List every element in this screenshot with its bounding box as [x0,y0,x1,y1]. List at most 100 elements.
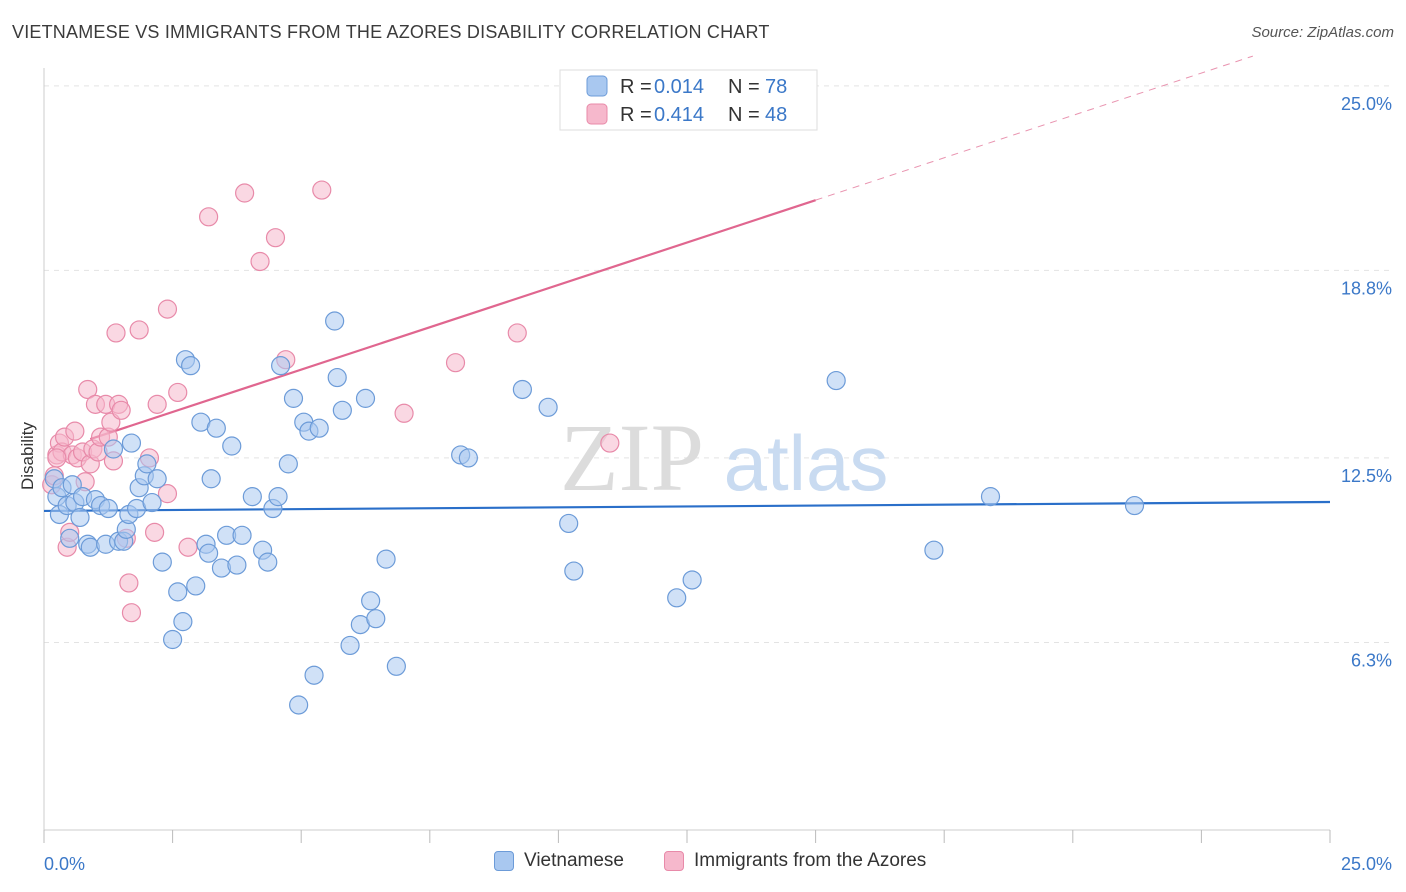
vietnamese-point-77 [924,540,944,560]
vietnamese-point-72 [559,513,579,534]
azores-point-45 [507,323,527,343]
legend-n-label-1: N = [728,76,760,98]
legend-n-value-1: 78 [765,76,787,98]
points-azores [42,180,620,623]
vietnamese-point-28 [152,552,172,572]
vietnamese-point-5 [60,528,80,548]
vietnamese-point-39 [206,418,226,438]
vietnamese-point-38 [201,469,221,489]
azores-point-36 [178,537,198,557]
vietnamese-point-76 [826,370,846,391]
vietnamese-point-73 [564,561,584,581]
trend-line-azores-extension [815,55,1253,201]
vietnamese-point-34 [186,576,206,596]
azores-point-34 [157,299,178,319]
vietnamese-point-56 [304,665,324,685]
azores-point-28 [121,603,142,623]
legend-r-label-1: R = [620,76,652,98]
vietnamese-point-27 [147,469,167,489]
gridlines [44,85,1392,643]
azores-point-27 [119,573,139,593]
azores-point-9 [65,421,85,441]
vietnamese-point-52 [283,388,304,408]
vietnamese-point-50 [271,356,291,376]
vietnamese-point-53 [289,695,309,715]
azores-point-38 [235,183,255,203]
vietnamese-point-74 [667,588,687,608]
azores-point-46 [600,433,620,453]
vietnamese-point-45 [242,487,262,507]
vietnamese-point-15 [98,498,118,519]
vietnamese-point-30 [168,582,188,602]
vietnamese-point-44 [232,525,252,545]
vietnamese-point-63 [355,388,376,408]
x-tick-label-min: 0.0% [44,854,85,874]
legend-swatch-azores [586,103,608,125]
y-axis-label: Disability [18,421,37,490]
azores-point-29 [129,320,149,340]
x-tick-label-max: 25.0% [1341,854,1392,874]
azores-point-39 [250,251,270,272]
vietnamese-point-37 [199,543,219,563]
legend-swatch-azores [664,851,684,871]
y-tick-label-3: 25.0% [1341,94,1392,114]
azores-point-35 [168,382,188,403]
legend-label-vietnamese: Vietnamese [524,850,624,871]
y-tick-label-0: 6.3% [1351,650,1392,670]
vietnamese-point-16 [103,439,124,459]
vietnamese-point-33 [181,356,201,376]
vietnamese-point-26 [142,492,162,513]
azores-point-32 [147,394,167,414]
legend-r-label-2: R = [620,104,652,126]
legend-label-azores: Immigrants from the Azores [694,850,927,871]
axes [43,68,1331,843]
vietnamese-point-29 [163,629,183,650]
azores-point-13 [78,379,98,400]
source-label: Source: ZipAtlas.com [1251,24,1394,41]
vietnamese-point-71 [538,397,558,417]
legend-item-vietnamese: Vietnamese [494,850,624,872]
azores-point-40 [265,228,286,248]
vietnamese-point-11 [80,537,100,557]
azores-point-42 [312,180,332,200]
y-tick-label-2: 18.8% [1341,278,1392,298]
vietnamese-point-69 [458,448,478,468]
azores-point-25 [111,400,131,420]
vietnamese-point-60 [332,400,352,420]
legend-swatch-vietnamese [586,75,608,97]
legend-r-value-1: 0.014 [654,76,704,98]
vietnamese-point-40 [211,558,232,578]
vietnamese-point-49 [268,487,288,507]
vietnamese-point-51 [278,454,298,474]
vietnamese-point-75 [682,570,702,590]
y-tick-label-1: 12.5% [1341,466,1392,486]
vietnamese-point-67 [386,656,406,676]
azores-point-43 [394,403,414,423]
watermark-atlas: atlas [724,419,889,507]
trend-lines [43,55,1331,513]
vietnamese-point-21 [121,433,142,453]
azores-point-37 [199,207,219,227]
azores-point-33 [157,484,178,504]
vietnamese-point-64 [361,591,381,611]
vietnamese-point-43 [227,555,247,575]
vietnamese-point-61 [340,635,360,656]
vietnamese-point-58 [325,311,345,331]
y-tick-labels: 6.3% 12.5% 18.8% 25.0% [1341,94,1392,671]
vietnamese-point-42 [222,436,242,456]
vietnamese-point-31 [173,612,193,632]
legend-item-azores: Immigrants from the Azores [664,850,926,872]
legend-bottom: Vietnamese Immigrants from the Azores [0,850,1406,878]
legend-n-label-2: N = [728,104,760,126]
trend-line-azores [89,199,816,441]
vietnamese-point-57 [309,418,329,438]
vietnamese-point-47 [258,552,278,572]
chart-title: VIETNAMESE VS IMMIGRANTS FROM THE AZORES… [12,22,770,42]
vietnamese-point-78 [980,487,1001,507]
vietnamese-point-8 [70,507,90,528]
legend-n-value-2: 48 [765,104,787,126]
vietnamese-point-66 [376,549,396,569]
legend-r-value-2: 0.414 [654,104,704,126]
vietnamese-point-79 [1124,495,1145,516]
